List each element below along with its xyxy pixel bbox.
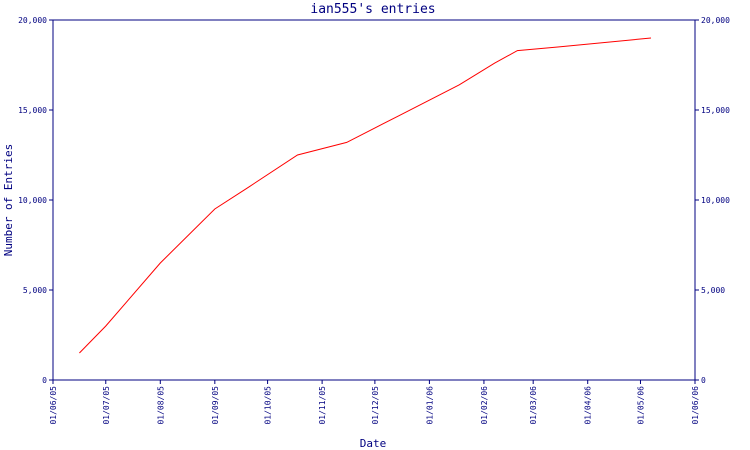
x-tick-label: 01/05/06 [636,386,645,425]
y-tick-label-right: 20,000 [701,16,730,25]
x-tick-label: 01/07/05 [102,386,111,425]
x-tick-label: 01/09/05 [211,386,220,425]
series-layer [79,37,652,354]
x-tick-label: 01/08/05 [156,386,165,425]
x-tick-label: 01/06/05 [49,386,58,425]
series-line [79,37,652,354]
x-axis-label: Date [360,437,387,450]
x-tick-label: 01/11/05 [318,386,327,425]
x-tick-label: 01/03/06 [529,386,538,425]
y-tick-label-left: 20,000 [18,16,47,25]
y-tick-label-right: 0 [701,376,706,385]
y-ticks-left: 0 5,000 10,000 15,000 20,000 [18,16,53,385]
y-axis-label: Number of Entries [2,144,15,257]
y-ticks-right: 0 5,000 10,000 15,000 20,000 [695,16,730,385]
x-tick-label: 01/12/05 [371,386,380,425]
y-tick-label-left: 10,000 [18,196,47,205]
x-tick-label: 01/06/06 [691,386,700,425]
x-tick-label: 01/04/06 [584,386,593,425]
y-tick-label-left: 5,000 [23,286,47,295]
x-ticks: 01/06/05 01/07/05 01/08/05 01/09/05 01/10/05… [49,380,700,425]
y-tick-label-right: 10,000 [701,196,730,205]
x-tick-label: 01/02/06 [480,386,489,425]
y-tick-label-left: 15,000 [18,106,47,115]
x-tick-label: 01/01/06 [425,386,434,425]
y-tick-label-right: 15,000 [701,106,730,115]
chart-title: ian555's entries [310,2,435,17]
x-tick-label: 01/10/05 [264,386,273,425]
y-tick-label-left: 0 [42,376,47,385]
plot-frame [52,19,696,381]
y-tick-label-right: 5,000 [701,286,725,295]
